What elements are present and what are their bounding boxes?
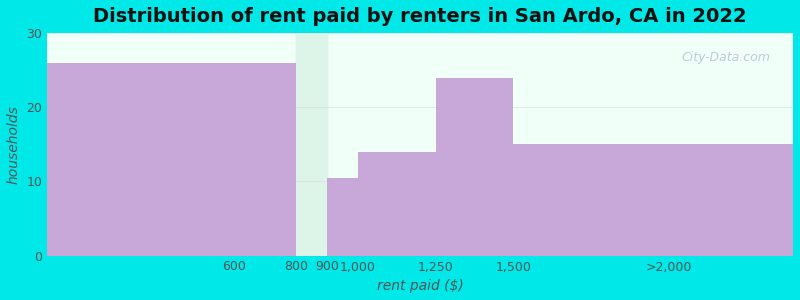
Text: City-Data.com: City-Data.com — [682, 51, 770, 64]
Bar — [296, 33, 327, 256]
Bar — [358, 152, 436, 256]
Bar — [436, 78, 514, 256]
Bar — [47, 63, 296, 256]
Bar — [514, 144, 669, 256]
Bar — [296, 33, 327, 256]
Title: Distribution of rent paid by renters in San Ardo, CA in 2022: Distribution of rent paid by renters in … — [94, 7, 747, 26]
Y-axis label: households: households — [7, 105, 21, 184]
Bar — [669, 144, 793, 256]
X-axis label: rent paid ($): rent paid ($) — [377, 279, 463, 293]
Bar — [327, 178, 358, 256]
